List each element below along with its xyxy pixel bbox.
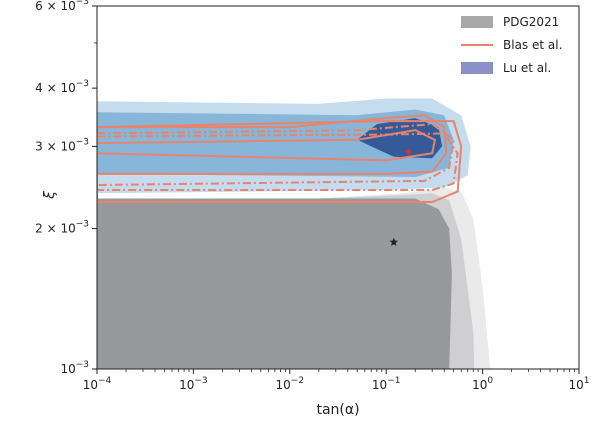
y-tick-label-4: 6 × 10−3 <box>35 0 89 13</box>
x-tick-label-1: 10−3 <box>179 376 208 392</box>
y-axis-label: ξ <box>42 191 58 200</box>
blas-contour-3 <box>97 132 459 191</box>
x-tick-label-2: 10−2 <box>276 376 305 392</box>
legend: PDG2021 Blas et al. Lu et al. <box>461 15 562 75</box>
x-axis: 10−4 10−3 10−2 10−1 100 101 <box>83 369 590 392</box>
pdg2021-region-2 <box>97 198 452 369</box>
y-axis: 10−3 2 × 10−3 3 × 10−3 4 × 10−3 6 × 10−3 <box>35 0 97 376</box>
best-fit-star <box>389 237 399 246</box>
legend-swatch-2 <box>461 62 493 74</box>
y-tick-label-2: 3 × 10−3 <box>35 137 89 153</box>
plot-area <box>97 98 491 369</box>
blas-contour-4 <box>97 120 463 203</box>
x-tick-label-4: 100 <box>472 376 493 392</box>
x-tick-label-0: 10−4 <box>83 376 112 392</box>
legend-label-0: PDG2021 <box>503 15 559 29</box>
y-tick-label-1: 2 × 10−3 <box>35 220 89 236</box>
blas-contour-2 <box>97 123 455 187</box>
y-tick-label-0: 10−3 <box>60 360 89 376</box>
legend-swatch-0 <box>461 16 493 28</box>
plot-frame <box>96 5 580 370</box>
legend-label-1: Blas et al. <box>503 38 562 52</box>
blas-contour-1 <box>97 129 437 162</box>
x-axis-label: tan(α) <box>316 402 359 418</box>
y-tick-label-3: 4 × 10−3 <box>35 79 89 95</box>
best-fit-plus <box>405 148 412 155</box>
x-tick-label-3: 10−1 <box>372 376 401 392</box>
lu-et-al--region-2 <box>357 118 443 159</box>
x-tick-label-5: 101 <box>568 376 589 392</box>
legend-label-2: Lu et al. <box>503 61 551 75</box>
